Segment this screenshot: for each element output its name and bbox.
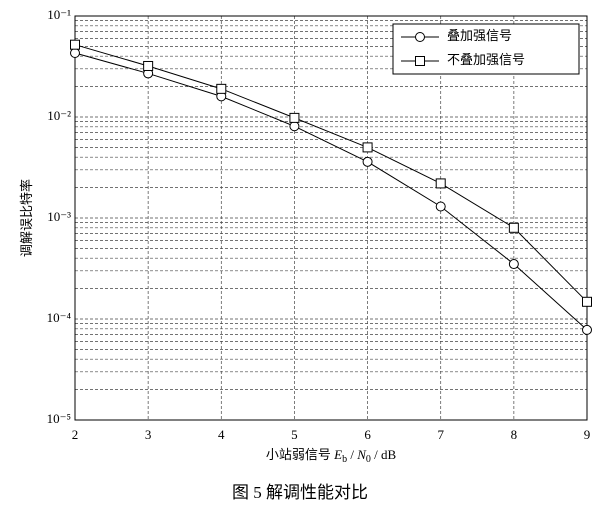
- y-tick-label: 10⁻³: [47, 209, 71, 224]
- data-point: [582, 324, 592, 335]
- caption: 图 5 解调性能对比: [232, 483, 368, 502]
- series-line: [74, 52, 588, 331]
- data-point: [362, 156, 373, 167]
- y-axis-label: 调解误比特率: [19, 179, 34, 257]
- legend-label: 叠加强信号: [447, 28, 512, 43]
- legend-label: 不叠加强信号: [447, 52, 525, 67]
- x-tick-label: 9: [584, 427, 591, 442]
- data-point: [508, 222, 519, 233]
- x-tick-label: 4: [218, 427, 225, 442]
- x-tick-label: 8: [511, 427, 518, 442]
- x-tick-label: 3: [145, 427, 152, 442]
- legend-marker: [415, 56, 425, 66]
- data-point: [362, 142, 373, 153]
- data-point: [582, 296, 592, 307]
- data-point: [143, 60, 154, 71]
- data-point: [289, 121, 300, 132]
- data-point: [435, 178, 446, 189]
- x-tick-label: 2: [72, 427, 79, 442]
- data-point: [508, 259, 519, 270]
- y-tick-label: 10⁻⁵: [47, 411, 71, 426]
- x-axis-label-part: 0: [366, 454, 371, 465]
- x-axis-label: 小站弱信号 Eb / N0 / dB: [266, 447, 397, 465]
- x-axis-label-part: E: [333, 447, 342, 462]
- x-axis-label-part: /: [347, 447, 357, 462]
- x-tick-label: 6: [364, 427, 371, 442]
- data-point: [70, 39, 80, 50]
- legend-marker: [415, 32, 425, 42]
- x-axis-label-part: 小站弱信号: [266, 447, 334, 462]
- x-axis-label-part: / dB: [371, 447, 397, 462]
- y-tick-label: 10⁻⁴: [47, 310, 72, 325]
- data-point: [289, 112, 300, 123]
- x-axis-label-part: N: [356, 447, 367, 462]
- x-tick-label: 5: [291, 427, 298, 442]
- data-point: [216, 83, 227, 94]
- series-line: [74, 44, 588, 303]
- data-point: [435, 201, 446, 212]
- y-tick-label: 10⁻¹: [47, 7, 71, 22]
- x-axis-label-part: b: [342, 454, 347, 465]
- plot-frame: [74, 15, 588, 421]
- x-tick-label: 7: [437, 427, 444, 442]
- data-point: [70, 48, 80, 59]
- y-tick-label: 10⁻²: [47, 108, 71, 123]
